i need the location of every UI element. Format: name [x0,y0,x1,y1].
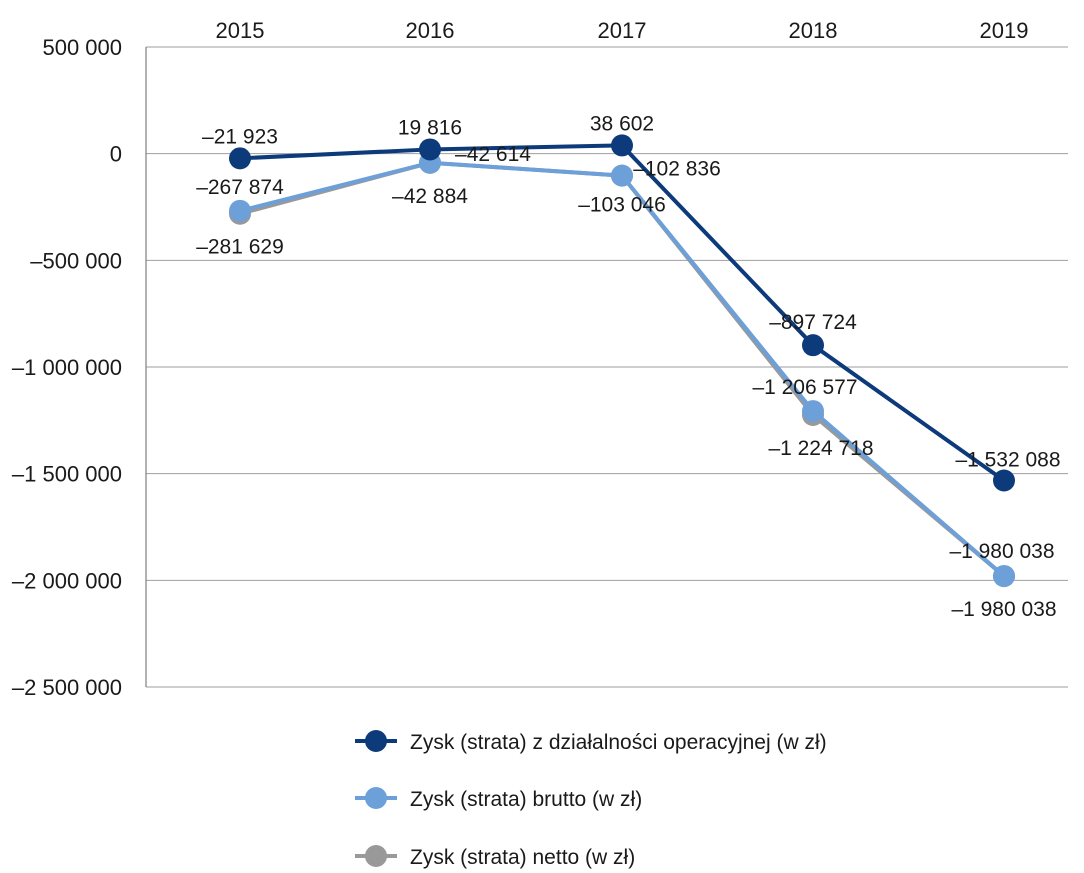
gridlines [146,46,1068,688]
legend-label: Zysk (strata) z działalności operacyjnej… [410,731,827,754]
legend-label: Zysk (strata) netto (w zł) [410,846,635,869]
data-label: –1 224 718 [768,437,873,460]
data-point [993,565,1015,588]
y-tick-label: –2 500 000 [12,675,122,700]
series [229,134,1015,588]
data-point [611,134,633,157]
x-tick-labels: 2015 2016 2017 2018 2019 [216,18,1029,43]
data-point [229,199,251,222]
x-tick-label: 2015 [216,18,265,43]
y-tick-label: –1 500 000 [12,462,122,487]
legend-marker [365,787,387,809]
legend: Zysk (strata) z działalności operacyjnej… [355,730,827,869]
data-label: –103 046 [578,194,666,217]
y-tick-label: 500 000 [42,35,122,60]
series-line [239,160,1006,578]
data-labels: –21 923 19 816 38 602 –897 724 –1 532 088 –26… [196,112,1060,621]
data-label: –281 629 [196,236,284,259]
data-label: –42 614 [455,143,531,166]
data-point [993,469,1015,492]
data-label: –1 980 038 [951,598,1056,621]
data-label: –21 923 [202,125,278,148]
series-line [239,160,1006,578]
x-tick-label: 2017 [598,18,647,43]
y-tick-label: –2 000 000 [12,568,122,593]
y-tick-label: 0 [110,142,122,167]
data-label: –102 836 [633,158,721,181]
data-label: –897 724 [769,311,857,334]
data-label: –1 532 088 [955,449,1060,472]
data-point [419,138,441,161]
legend-label: Zysk (strata) brutto (w zł) [410,788,642,811]
data-label: 19 816 [398,116,462,139]
data-label: –267 874 [196,176,284,199]
data-point [802,334,824,357]
data-point [802,400,824,423]
y-tick-labels: 500 000 0 –500 000 –1 000 000 –1 500 000 –2 0… [12,35,122,700]
data-label: –1 980 038 [949,540,1054,563]
x-tick-label: 2018 [789,18,838,43]
legend-marker [365,730,387,752]
x-tick-label: 2019 [980,18,1029,43]
data-label: 38 602 [590,112,654,135]
data-point [611,164,633,187]
data-label: –1 206 577 [752,376,857,399]
y-tick-label: –500 000 [30,248,122,273]
data-point [229,147,251,170]
x-tick-label: 2016 [406,18,455,43]
y-tick-label: –1 000 000 [12,355,122,380]
legend-marker [365,845,387,867]
data-label: –42 884 [392,185,468,208]
